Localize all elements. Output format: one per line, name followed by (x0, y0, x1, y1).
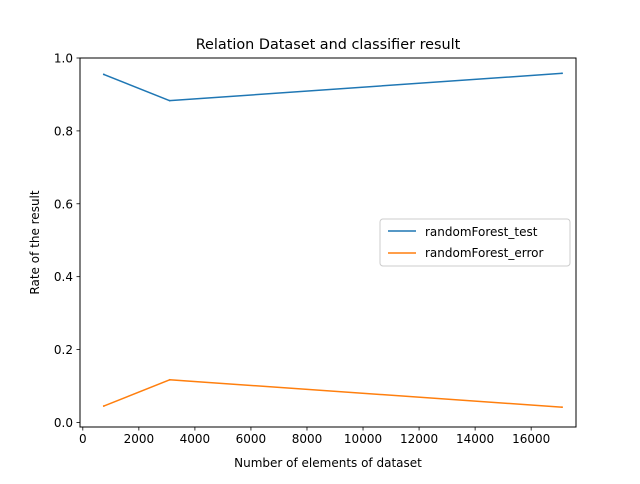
x-tick-label: 4000 (180, 432, 211, 446)
x-tick-label: 6000 (236, 432, 267, 446)
y-tick-label: 0.4 (54, 270, 73, 284)
data-point-randomForest_test-2 (561, 72, 563, 75)
data-point-randomForest_error-1 (168, 378, 171, 381)
y-axis-label: Rate of the result (28, 190, 42, 294)
y-tick-label: 1.0 (54, 52, 73, 66)
legend-box (379, 218, 571, 267)
x-tick-label: 8000 (292, 432, 323, 446)
x-tick-label: 0 (79, 432, 87, 446)
x-tick-label: 10000 (344, 432, 382, 446)
x-tick-label: 14000 (456, 432, 494, 446)
y-tick-label: 0.0 (54, 416, 73, 430)
x-tick-label: 12000 (400, 432, 438, 446)
x-tick-label: 2000 (124, 432, 155, 446)
legend-label-test: randomForest_test (425, 225, 538, 239)
series-layer (102, 72, 563, 409)
y-tick-label: 0.8 (54, 124, 73, 138)
y-tick-label: 0.2 (54, 343, 73, 357)
x-axis-label: Number of elements of dataset (234, 456, 422, 470)
legend: randomForest_test randomForest_error (379, 218, 571, 267)
data-point-randomForest_test-1 (168, 99, 171, 102)
chart-title: Relation Dataset and classifier result (196, 37, 461, 53)
data-point-randomForest_test-0 (102, 73, 105, 76)
legend-label-error: randomForest_error (425, 246, 543, 260)
data-point-randomForest_error-0 (102, 405, 105, 407)
data-point-randomForest_error-2 (561, 406, 563, 409)
x-tick-label: 16000 (512, 432, 550, 446)
x-axis-ticks: 0 2000 4000 6000 8000 10000 12000 14000 16000 (79, 427, 550, 446)
y-axis-ticks: 0.0 0.2 0.4 0.6 0.8 1.0 (54, 52, 80, 430)
y-tick-label: 0.6 (54, 197, 73, 211)
plot-area-frame (79, 57, 577, 428)
